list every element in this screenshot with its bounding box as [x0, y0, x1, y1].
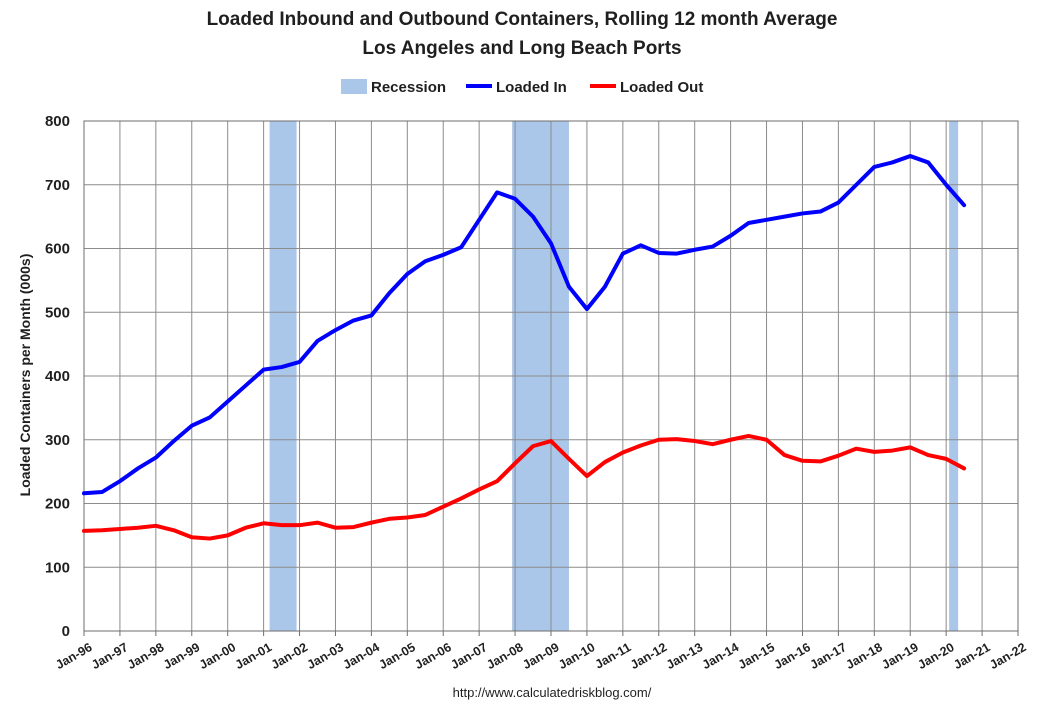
x-tick-label: Jan-12	[628, 640, 669, 672]
series-line-loaded-out	[82, 433, 967, 541]
x-tick-label: Jan-04	[341, 640, 382, 672]
x-tick-label: Jan-14	[700, 640, 741, 672]
x-tick-label: Jan-18	[844, 640, 885, 672]
x-tick-label: Jan-00	[197, 640, 238, 672]
y-tick-label: 600	[45, 241, 70, 258]
x-tick-label: Jan-08	[484, 640, 525, 672]
chart-subtitle: Los Angeles and Long Beach Ports	[362, 38, 681, 59]
legend-label-loaded-out: Loaded Out	[620, 79, 703, 96]
x-tick-label: Jan-02	[269, 640, 310, 672]
x-tick-label: Jan-98	[125, 640, 166, 672]
x-tick-label: Jan-06	[412, 640, 453, 672]
y-tick-label: 300	[45, 432, 70, 449]
series-lines	[82, 154, 967, 541]
y-tick-label: 500	[45, 304, 70, 321]
x-tick-label: Jan-11	[593, 640, 634, 672]
x-tick-label: Jan-22	[987, 640, 1028, 672]
legend-label-recession: Recession	[371, 79, 446, 96]
x-tick-label: Jan-01	[233, 640, 274, 672]
legend-swatch-recession	[341, 79, 367, 94]
x-tick-label: Jan-09	[520, 640, 561, 672]
y-tick-label: 100	[45, 559, 70, 576]
chart-title: Loaded Inbound and Outbound Containers, …	[207, 9, 838, 30]
y-tick-label: 200	[45, 496, 70, 513]
y-tick-label: 700	[45, 177, 70, 194]
x-tick-label: Jan-99	[161, 640, 202, 672]
x-tick-label: Jan-17	[808, 640, 849, 672]
x-axis-ticks: Jan-96Jan-97Jan-98Jan-99Jan-00Jan-01Jan-…	[53, 631, 1029, 672]
x-tick-label: Jan-97	[89, 640, 130, 672]
grid-lines	[83, 120, 1019, 632]
y-tick-label: 400	[45, 368, 70, 385]
x-tick-label: Jan-03	[305, 640, 346, 672]
series-line-loaded-in	[82, 154, 967, 496]
x-tick-label: Jan-96	[53, 640, 94, 672]
x-tick-label: Jan-13	[664, 640, 705, 672]
x-tick-label: Jan-05	[377, 640, 418, 672]
legend: Recession Loaded In Loaded Out	[341, 79, 703, 96]
x-tick-label: Jan-21	[951, 640, 992, 672]
legend-label-loaded-in: Loaded In	[496, 79, 567, 96]
y-tick-label: 800	[45, 113, 70, 130]
x-tick-label: Jan-16	[772, 640, 813, 672]
x-tick-label: Jan-20	[915, 640, 956, 672]
x-tick-label: Jan-10	[556, 640, 597, 672]
source-url: http://www.calculatedriskblog.com/	[453, 685, 652, 700]
y-axis-ticks: 0 100 200 300 400 500 600 700 800	[45, 113, 70, 640]
y-tick-label: 0	[62, 623, 70, 640]
y-axis-label: Loaded Containers per Month (000s)	[17, 254, 33, 497]
x-tick-label: Jan-15	[736, 640, 777, 672]
x-tick-label: Jan-19	[879, 640, 920, 672]
x-tick-label: Jan-07	[448, 640, 489, 672]
